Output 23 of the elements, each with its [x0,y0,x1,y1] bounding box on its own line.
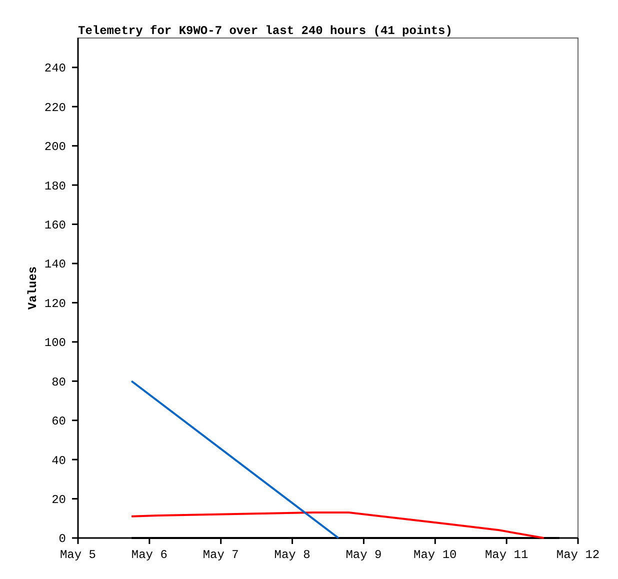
x-tick-label: May 12 [556,548,600,562]
y-tick-label: 0 [58,532,66,546]
x-tick-label: May 8 [274,548,310,562]
chart-title: Telemetry for K9WO-7 over last 240 hours (41 points) [78,24,452,38]
x-tick-label: May 10 [414,548,457,562]
y-tick-label: 160 [44,218,66,232]
x-tick-label: May 6 [131,548,168,562]
x-tick-label: May 11 [484,548,528,562]
y-tick-label: 100 [44,336,66,350]
x-tick-label: May 9 [346,548,382,562]
y-tick-label: 200 [44,140,66,154]
y-tick-label: 60 [52,414,66,429]
y-tick-label: 40 [52,454,66,468]
y-tick-label: 220 [44,100,66,115]
y-tick-label: 180 [44,179,66,194]
y-tick-label: 20 [52,492,66,507]
y-tick-label: 120 [44,296,66,311]
y-tick-label: 240 [44,62,66,76]
x-tick-label: May 7 [202,548,239,562]
y-tick-label: 80 [52,375,66,390]
y-tick-label: 140 [44,258,66,272]
x-tick-label: May 5 [60,548,96,562]
y-axis-title: Values [26,266,40,310]
